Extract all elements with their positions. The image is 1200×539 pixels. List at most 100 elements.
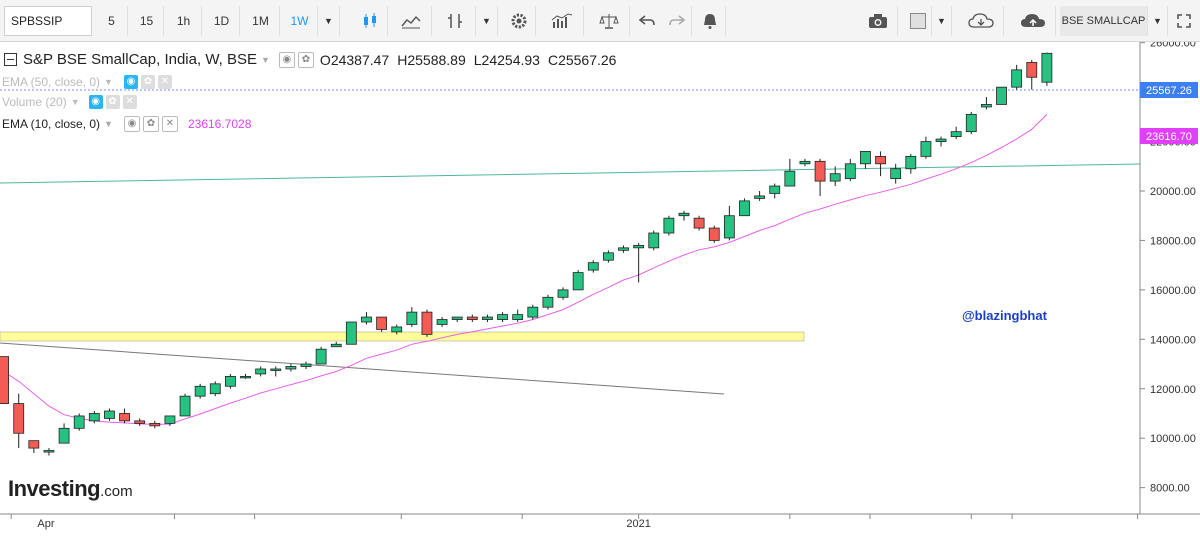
eye-icon[interactable]: ◉ (278, 51, 295, 68)
candle-down (708, 227, 720, 241)
ema10-line (3, 114, 1048, 425)
main-legend: S&P BSE SmallCap, India, W, BSE ▼ ◉ ✿ O2… (2, 51, 616, 68)
ema10-legend: EMA (10, close, 0) ▼ ◉ ✿ ✕ 23616.7028 (2, 116, 251, 132)
compare-button[interactable] (588, 6, 630, 36)
price-tick-label: 26000.00 (1150, 42, 1196, 50)
collapse-icon[interactable] (4, 53, 17, 66)
close-icon[interactable]: ✕ (157, 75, 172, 89)
settings-button[interactable] (502, 6, 536, 36)
color-dropdown[interactable]: ▼ (932, 6, 952, 36)
color-picker-button[interactable] (904, 6, 932, 36)
candle-up (497, 314, 508, 320)
candle-down (466, 316, 478, 320)
camera-icon (868, 14, 887, 28)
candle-down (119, 413, 130, 422)
candle-up (935, 138, 947, 142)
gear-icon[interactable]: ✿ (297, 51, 314, 68)
price-tick-label: 12000.00 (1150, 384, 1196, 396)
cloud-save-button[interactable] (1010, 6, 1056, 36)
candle-up (255, 368, 267, 375)
ema-price-label: 23616.70 (1146, 131, 1192, 143)
alert-button[interactable] (694, 6, 726, 36)
price-tick-label: 16000.00 (1150, 285, 1196, 297)
last-price-label: 25567.26 (1146, 85, 1192, 97)
price-chart[interactable]: Apr 2021 8000.00 10000.00 12000.00 14000.00 1… (0, 38, 1200, 534)
toolbar: SPBSSIP 5 15 1h 1D 1M 1W ▼ ▼ ▼ BSE (0, 0, 1200, 42)
cloud-download-icon (967, 13, 994, 28)
candle-up (209, 383, 221, 395)
candle-down (149, 422, 161, 427)
candle-down (376, 316, 388, 330)
candle-up (965, 113, 977, 133)
gear-icon[interactable]: ✿ (105, 95, 120, 109)
price-tick-label: 18000.00 (1150, 235, 1196, 247)
redo-icon (668, 15, 685, 26)
chevron-down-icon: ▼ (324, 16, 333, 26)
series-title: S&P BSE SmallCap, India, W, BSE (23, 51, 257, 68)
eye-icon[interactable]: ◉ (88, 95, 103, 109)
snapshot-button[interactable] (858, 6, 898, 36)
candles-style-button[interactable] (352, 6, 388, 36)
interval-5-button[interactable]: 5 (96, 6, 128, 36)
scale-balance-icon (598, 14, 619, 29)
interval-1h-button[interactable]: 1h (166, 6, 202, 36)
candle-down (13, 403, 25, 434)
redo-button[interactable] (662, 6, 692, 36)
investing-logo: Investing.com (8, 476, 133, 501)
candle-up (164, 415, 176, 424)
interval-1m-button[interactable]: 1M (242, 6, 280, 36)
close-icon[interactable]: ✕ (122, 95, 137, 109)
close-icon[interactable]: ✕ (161, 116, 178, 132)
interval-1d-button[interactable]: 1D (204, 6, 240, 36)
chevron-down-icon[interactable]: ▼ (104, 77, 113, 87)
chevron-down-icon: ▼ (1153, 16, 1162, 26)
symbol-search-input[interactable]: SPBSSIP (4, 6, 92, 36)
undo-button[interactable] (632, 6, 662, 36)
chart-type-dropdown[interactable]: ▼ (476, 6, 498, 36)
interval-dropdown-button[interactable]: ▼ (318, 6, 340, 36)
indicators-button[interactable] (540, 6, 584, 36)
chart-area[interactable]: Apr 2021 8000.00 10000.00 12000.00 14000.00 1… (0, 38, 1200, 534)
high-value: H25588.89 (397, 51, 466, 68)
volume-legend: Volume (20) ▼ ◉ ✿ ✕ (2, 95, 137, 109)
chevron-down-icon[interactable]: ▼ (70, 97, 80, 107)
interval-15-button[interactable]: 15 (130, 6, 164, 36)
chevron-down-icon[interactable]: ▼ (261, 54, 270, 65)
eye-icon[interactable]: ◉ (123, 75, 138, 89)
fullscreen-button[interactable] (1172, 6, 1196, 36)
gear-icon[interactable]: ✿ (142, 116, 159, 132)
gear-icon (511, 13, 526, 29)
candle-up (587, 262, 599, 271)
candle-up (406, 311, 418, 325)
chevron-down-icon[interactable]: ▼ (104, 119, 113, 129)
candle-down (134, 420, 146, 424)
indicators-icon (551, 13, 572, 28)
open-value: O24387.47 (319, 51, 390, 68)
symbol-name-button[interactable]: BSE SMALLCAP (1060, 6, 1148, 36)
last-price-tag: 25567.26 (1140, 82, 1198, 98)
candle-up (663, 217, 675, 234)
volume-label: Volume (20) (2, 95, 67, 109)
interval-1w-button[interactable]: 1W (282, 6, 318, 36)
symbol-dropdown[interactable]: ▼ (1148, 6, 1168, 36)
symbol-text: SPBSSIP (11, 14, 63, 28)
candle-up (436, 319, 448, 325)
candle-up (315, 348, 327, 365)
candle-down (421, 311, 433, 335)
gear-icon[interactable]: ✿ (140, 75, 155, 89)
candle-up (769, 185, 781, 194)
candle-up (482, 316, 493, 320)
support-zone (0, 331, 805, 342)
low-value: L24254.93 (473, 51, 540, 68)
candle-up (799, 160, 811, 165)
candle-up (194, 385, 206, 397)
eye-icon[interactable]: ◉ (123, 116, 140, 132)
annotation-text: @blazingbhat (962, 308, 1047, 323)
bell-icon (703, 14, 716, 29)
candles-icon (363, 13, 376, 28)
bars-style-button[interactable] (434, 6, 476, 36)
price-axis[interactable]: 8000.00 10000.00 12000.00 14000.00 16000.00 1… (1140, 38, 1196, 495)
cloud-load-button[interactable] (958, 6, 1004, 36)
line-style-button[interactable] (390, 6, 432, 36)
chevron-down-icon: ▼ (482, 16, 491, 26)
